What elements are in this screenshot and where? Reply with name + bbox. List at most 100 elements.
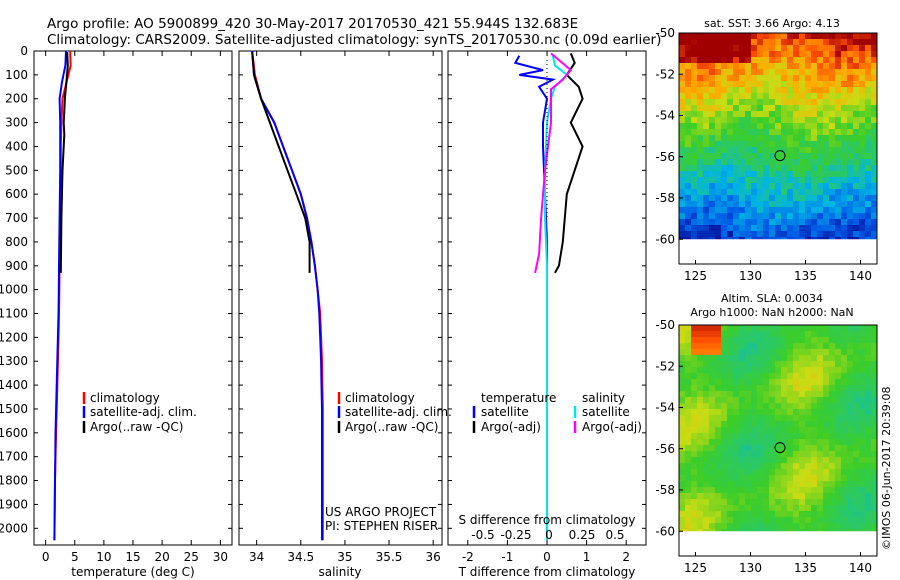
map-cell [745, 33, 751, 39]
map-cell [847, 481, 853, 487]
map-cell [679, 63, 685, 69]
map-cell [793, 171, 799, 177]
map-cell [787, 93, 793, 99]
map-cell [841, 141, 847, 147]
map-x-tick-label: 130 [739, 269, 762, 283]
map-y-tick-label: -56 [655, 442, 675, 456]
map-cell [859, 505, 865, 511]
map-cell [811, 517, 817, 523]
map-cell [727, 445, 733, 451]
map-cell [787, 439, 793, 445]
map-cell [859, 403, 865, 409]
argo-location-marker [774, 442, 786, 454]
map-cell [787, 451, 793, 457]
map-cell [751, 373, 757, 379]
map-cell [763, 225, 769, 231]
map-cell [811, 99, 817, 105]
map-cell [805, 105, 811, 111]
map-cell [829, 493, 835, 499]
map-cell [685, 213, 691, 219]
map-cell [685, 487, 691, 493]
map-cell [703, 177, 709, 183]
map-cell [769, 433, 775, 439]
map-cell [775, 105, 781, 111]
map-cell [823, 433, 829, 439]
map-cell [757, 57, 763, 63]
salinity-plot: 34 34.5 35 35.5 36 [249, 50, 441, 564]
map-cell [697, 421, 703, 427]
map-cell [745, 123, 751, 129]
map-cell [697, 343, 703, 349]
map-cell [775, 87, 781, 93]
map-cell [829, 105, 835, 111]
map-cell [691, 171, 697, 177]
map-cell [679, 385, 685, 391]
map-cell [865, 481, 871, 487]
map-cell [691, 469, 697, 475]
map-cell [829, 511, 835, 517]
map-cell [745, 367, 751, 373]
map-cell [721, 523, 727, 529]
map-cell [823, 141, 829, 147]
map-cell [865, 81, 871, 87]
map-cell [787, 183, 793, 189]
map-cell [775, 379, 781, 385]
map-cell [733, 213, 739, 219]
map-cell [733, 457, 739, 463]
map-cell [847, 427, 853, 433]
map-cell [805, 493, 811, 499]
map-cell [745, 379, 751, 385]
map-cell [817, 463, 823, 469]
map-cell [721, 219, 727, 225]
map-cell [823, 439, 829, 445]
map-cell [817, 349, 823, 355]
map-cell [811, 433, 817, 439]
map-cell [715, 87, 721, 93]
map-cell [739, 469, 745, 475]
map-cell [697, 153, 703, 159]
map-cell [847, 141, 853, 147]
map-cell [685, 379, 691, 385]
map-cell [853, 427, 859, 433]
map-cell [805, 505, 811, 511]
map-cell [775, 523, 781, 529]
map-cell [829, 397, 835, 403]
map-cell [745, 177, 751, 183]
map-cell [847, 231, 853, 237]
map-cell [715, 445, 721, 451]
map-cell [799, 213, 805, 219]
map-cell [679, 183, 685, 189]
sla-map-title: Altim. SLA: 0.0034 [721, 292, 823, 305]
map-cell [703, 421, 709, 427]
map-cell [781, 475, 787, 481]
map-cell [787, 123, 793, 129]
map-cell [715, 517, 721, 523]
map-cell [799, 421, 805, 427]
map-cell [817, 93, 823, 99]
map-cell [733, 171, 739, 177]
map-cell [703, 367, 709, 373]
map-cell [775, 487, 781, 493]
depth-tick-label: 800 [5, 235, 28, 249]
map-cell [685, 129, 691, 135]
map-cell [709, 129, 715, 135]
map-cell [799, 141, 805, 147]
map-cell [835, 195, 841, 201]
map-cell [775, 463, 781, 469]
map-cell [835, 141, 841, 147]
map-cell [739, 135, 745, 141]
map-cell [739, 93, 745, 99]
map-cell [835, 409, 841, 415]
map-cell [703, 159, 709, 165]
map-cell [847, 331, 853, 337]
map-cell [811, 141, 817, 147]
map-cell [793, 33, 799, 39]
map-cell [841, 51, 847, 57]
map-cell [751, 33, 757, 39]
map-cell [847, 403, 853, 409]
map-cell [799, 129, 805, 135]
map-cell [787, 69, 793, 75]
map-cell [859, 385, 865, 391]
map-cell [727, 33, 733, 39]
map-cell [805, 171, 811, 177]
